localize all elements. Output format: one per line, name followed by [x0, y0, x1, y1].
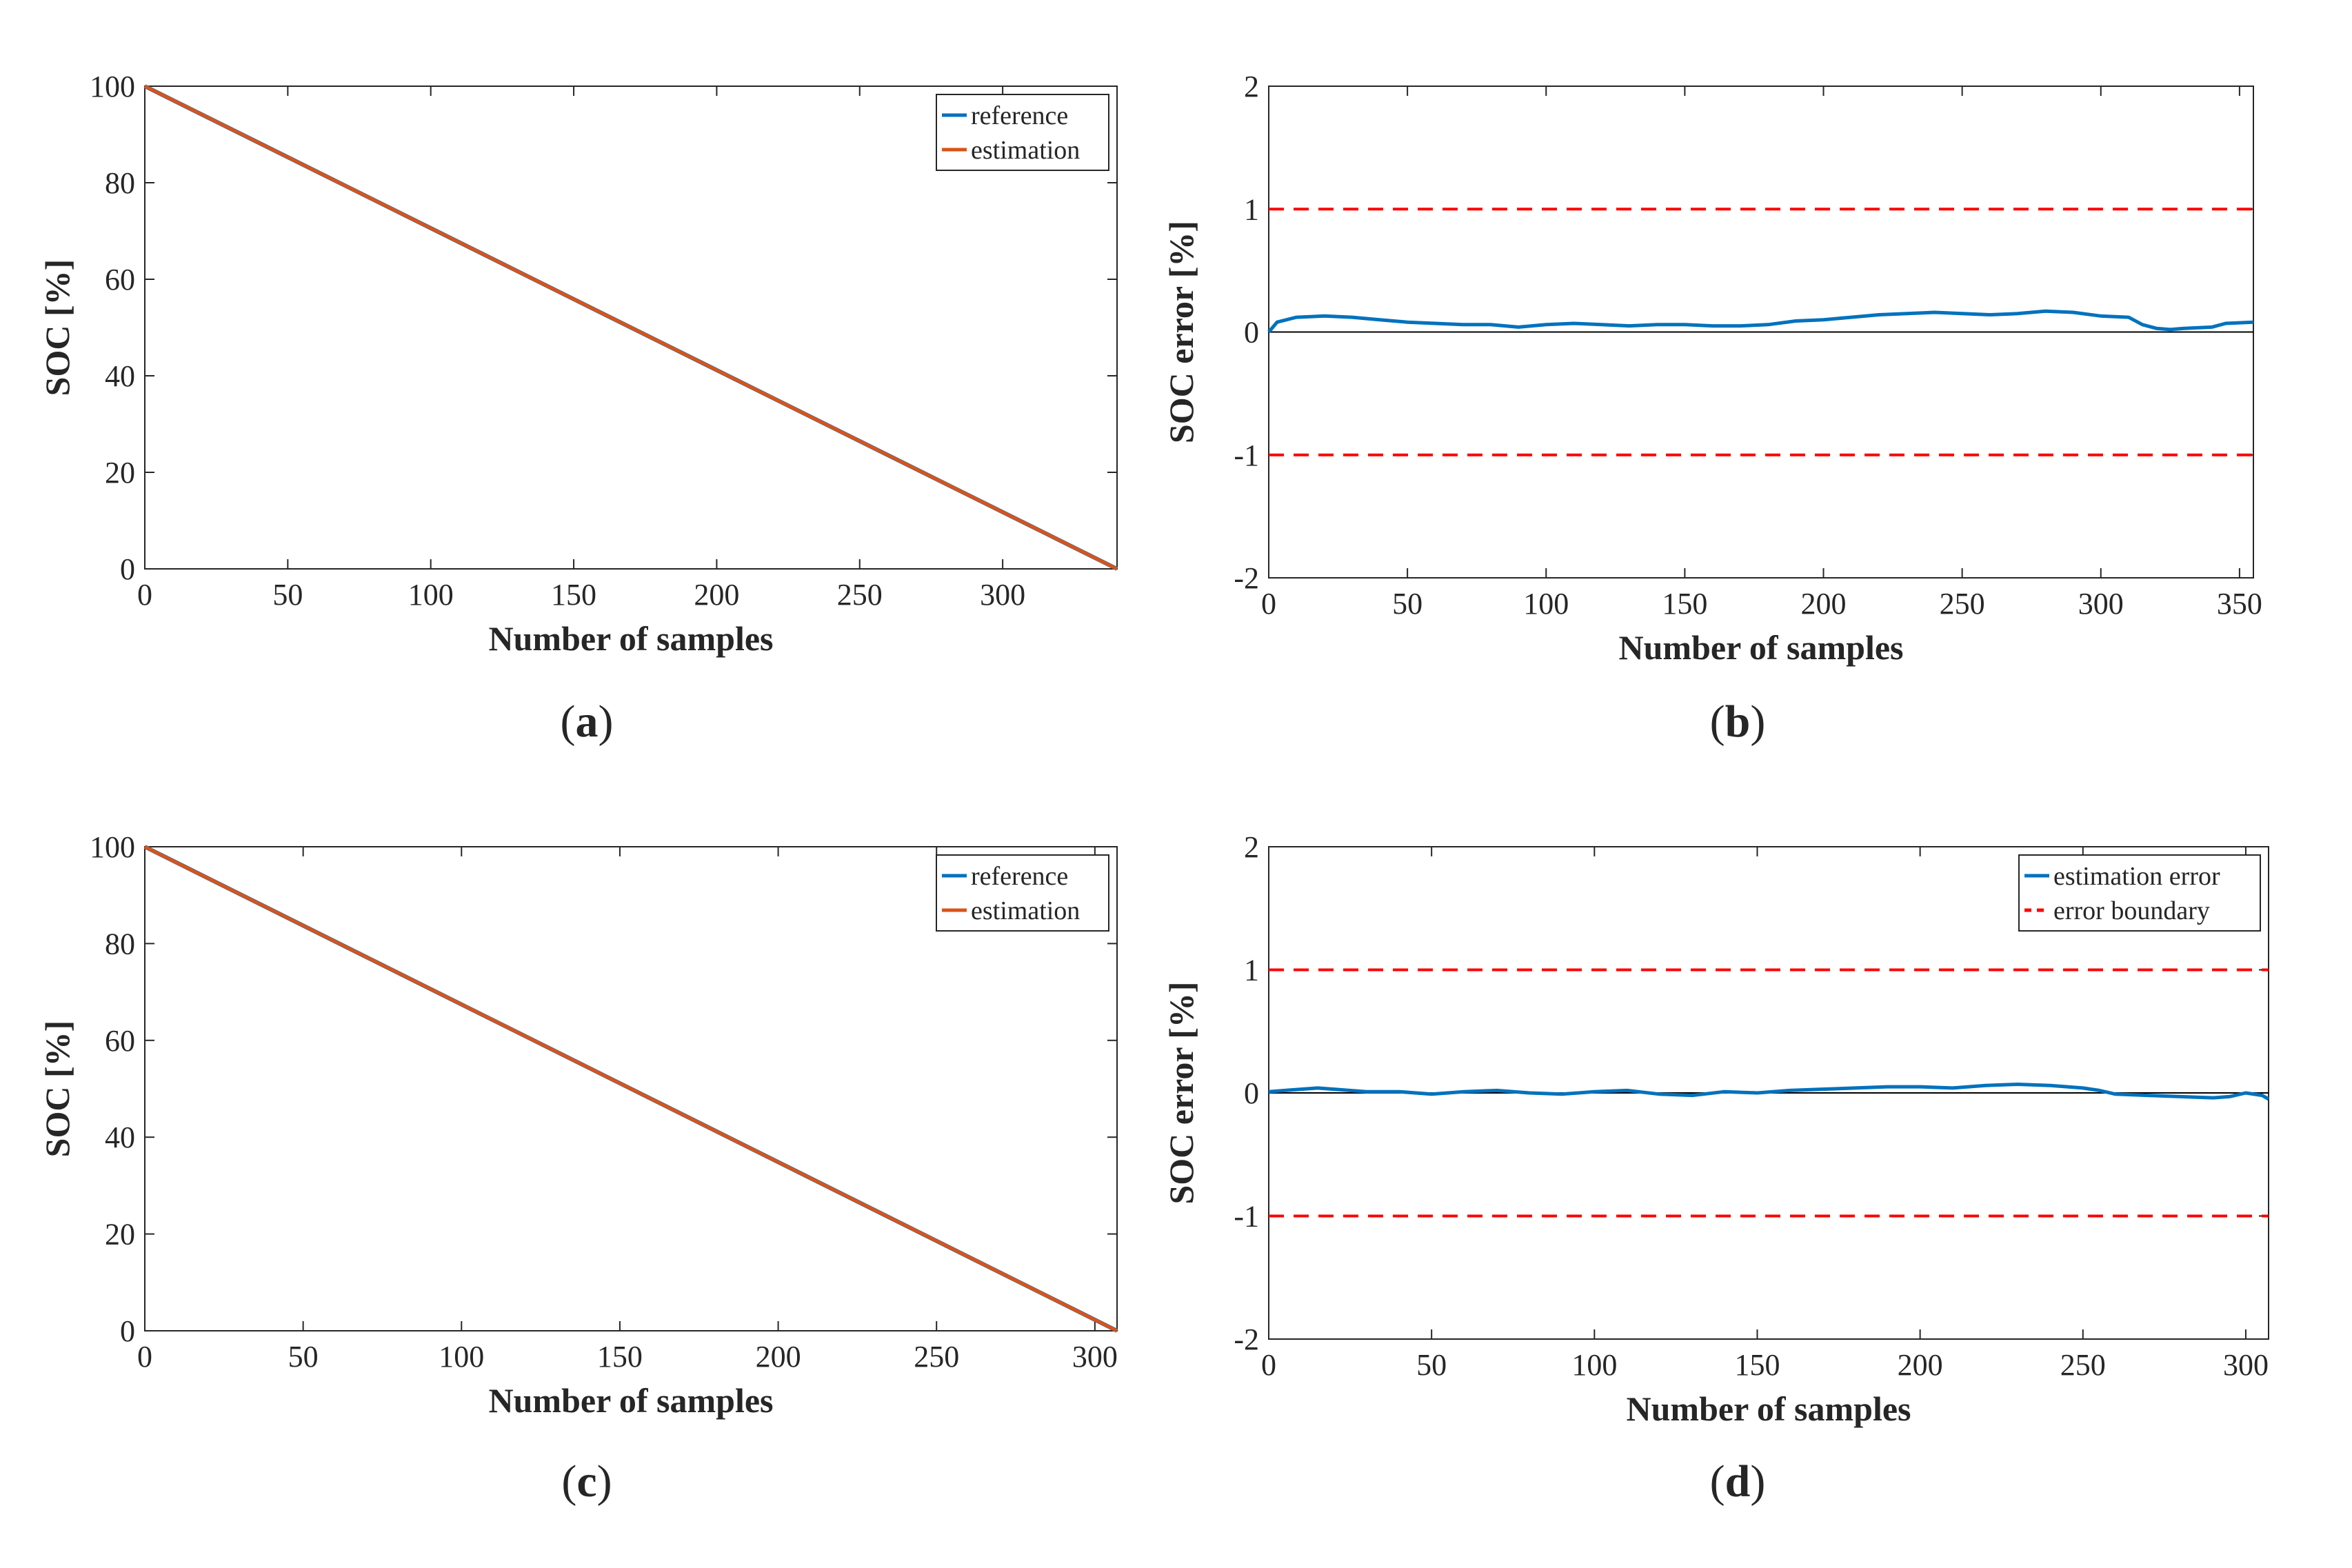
- y-tick-label: 20: [105, 456, 135, 490]
- legend: reference estimation: [936, 94, 1109, 170]
- x-tick-label: 250: [2060, 1348, 2106, 1382]
- x-tick-label: 150: [1734, 1348, 1780, 1382]
- panel-caption: (d): [1710, 1456, 1766, 1507]
- y-tick-label: -1: [1234, 439, 1259, 472]
- x-tick-label: 150: [1662, 587, 1707, 621]
- y-tick-label: 40: [105, 1120, 135, 1154]
- x-tick-label: 0: [137, 578, 152, 612]
- x-axis-label: Number of samples: [489, 1381, 774, 1420]
- panel-caption: (b): [1710, 696, 1766, 747]
- y-tick-label: 80: [105, 927, 135, 961]
- x-tick-label: 100: [408, 578, 454, 612]
- x-tick-label: 250: [914, 1340, 959, 1374]
- panel-a: 0 50 100 150 200 250 300 0 20 40 60 80 100 Number of …: [38, 70, 1117, 747]
- legend-entry-estimation: estimation: [971, 136, 1080, 165]
- x-tick-label: 200: [756, 1340, 801, 1374]
- legend-entry-estimation-error: estimation error: [2053, 862, 2220, 891]
- y-tick-label: 1: [1244, 192, 1259, 226]
- x-tick-label: 200: [1801, 587, 1847, 621]
- x-tick-label: 250: [1940, 587, 1985, 621]
- y-tick-label: -1: [1234, 1200, 1259, 1234]
- legend-entry-reference: reference: [971, 862, 1068, 891]
- x-tick-label: 100: [1523, 587, 1569, 621]
- y-tick-label: 100: [90, 830, 135, 864]
- x-tick-label: 100: [439, 1340, 484, 1374]
- x-tick-label: 300: [980, 578, 1025, 612]
- y-tick-label: 0: [1244, 1076, 1259, 1110]
- x-tick-label: 100: [1571, 1348, 1617, 1382]
- x-tick-label: 150: [597, 1340, 643, 1374]
- x-tick-label: 50: [1392, 587, 1423, 621]
- legend-entry-error-boundary: error boundary: [2053, 896, 2210, 925]
- panel-d: 0 50 100 150 200 250 300 -2 -1 0 1 2 Number of sampl…: [1162, 830, 2269, 1507]
- y-tick-label: 60: [105, 1024, 135, 1058]
- y-axis-label: SOC [%]: [38, 259, 77, 396]
- x-axis-label: Number of samples: [1619, 628, 1904, 667]
- y-tick-label: 40: [105, 359, 135, 393]
- x-tick-label: 300: [2223, 1348, 2269, 1382]
- x-tick-label: 200: [1898, 1348, 1943, 1382]
- x-tick-label: 300: [2078, 587, 2124, 621]
- y-axis-label: SOC error [%]: [1162, 221, 1200, 443]
- y-axis-label: SOC error [%]: [1162, 981, 1200, 1204]
- legend: reference estimation: [936, 855, 1109, 931]
- y-tick-label: 100: [90, 70, 135, 103]
- legend-entry-estimation: estimation: [971, 896, 1080, 925]
- y-tick-label: 60: [105, 263, 135, 296]
- x-tick-label: 350: [2217, 587, 2262, 621]
- panel-b: 0 50 100 150 200 250 300 350 -2 -1 0 1 2 Number of sa…: [1162, 70, 2262, 747]
- y-tick-label: 1: [1244, 954, 1259, 987]
- x-tick-label: 50: [272, 578, 303, 612]
- x-tick-label: 0: [1261, 587, 1276, 621]
- y-tick-label: 2: [1244, 70, 1259, 103]
- x-tick-label: 0: [1261, 1348, 1276, 1382]
- x-tick-label: 300: [1072, 1340, 1118, 1374]
- x-tick-label: 0: [137, 1340, 152, 1374]
- x-tick-label: 150: [551, 578, 596, 612]
- figure: 0 50 100 150 200 250 300020406080100Number of …: [0, 0, 2352, 1568]
- y-tick-label: -2: [1234, 561, 1259, 595]
- legend-entry-reference: reference: [971, 101, 1068, 130]
- legend: estimation error error boundary: [2019, 855, 2260, 931]
- x-tick-label: 50: [288, 1340, 319, 1374]
- y-axis-label: SOC [%]: [38, 1021, 77, 1158]
- y-tick-label: -2: [1234, 1323, 1259, 1356]
- y-tick-label: 80: [105, 166, 135, 200]
- x-axis-label: Number of samples: [1627, 1389, 1911, 1428]
- panel-caption: (a): [561, 696, 614, 747]
- y-tick-label: 2: [1244, 830, 1259, 864]
- x-axis-label: Number of samples: [489, 619, 774, 658]
- y-tick-label: 0: [1244, 316, 1259, 350]
- x-tick-label: 200: [694, 578, 739, 612]
- panel-caption: (c): [561, 1456, 612, 1507]
- y-tick-label: 0: [120, 552, 135, 586]
- x-tick-label: 50: [1416, 1348, 1447, 1382]
- y-tick-label: 0: [120, 1314, 135, 1348]
- y-tick-label: 20: [105, 1218, 135, 1252]
- x-tick-label: 250: [837, 578, 883, 612]
